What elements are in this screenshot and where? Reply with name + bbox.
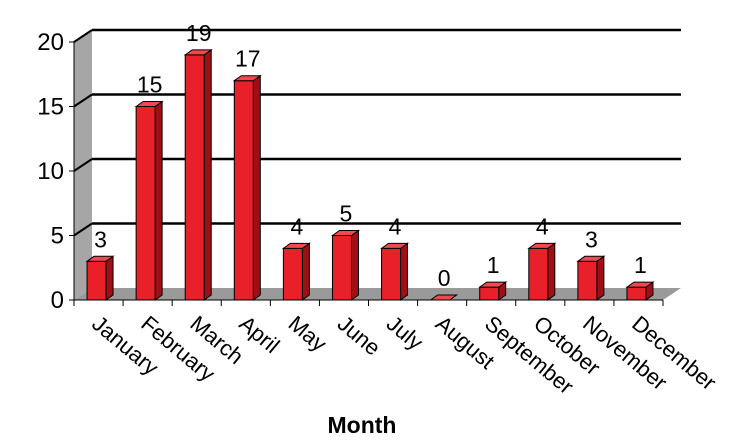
bar-side (252, 74, 261, 301)
bar-top (527, 242, 557, 249)
bars (85, 48, 655, 301)
gridline-depth (73, 158, 93, 172)
bar (183, 48, 213, 301)
bar-top (478, 281, 508, 288)
gridline-depth (73, 222, 93, 237)
data-label: 0 (438, 265, 451, 291)
bar-top (183, 49, 213, 56)
gridline-depth (73, 93, 93, 108)
data-label: 4 (536, 213, 549, 239)
bar (281, 242, 311, 301)
bar-top (429, 294, 459, 301)
data-labels: 3 15 19 17 4 5 4 0 1 4 3 1 (94, 20, 647, 291)
bar-top (232, 75, 262, 82)
y-axis-ticks: 0 5 10 15 20 (37, 29, 74, 314)
x-axis-title: Month (328, 412, 397, 438)
bar-front (479, 286, 500, 301)
bar-front (331, 235, 352, 301)
bar (330, 229, 361, 301)
bar-front (282, 247, 303, 301)
bar (429, 294, 459, 301)
bar-side (547, 242, 556, 301)
data-label: 3 (585, 226, 598, 252)
bar-front (626, 286, 647, 301)
bar-side (105, 255, 114, 301)
y-tick-label: 0 (51, 287, 64, 314)
bar-side (350, 229, 359, 301)
bar (85, 255, 115, 301)
bar-top (134, 101, 164, 107)
bar (576, 255, 606, 301)
bar-top (576, 255, 606, 262)
bar-side (400, 242, 409, 301)
data-label: 4 (290, 213, 303, 239)
y-tick-label: 10 (37, 158, 64, 185)
data-label: 15 (137, 72, 163, 98)
x-tick-label: July (382, 311, 428, 355)
gridlines (73, 28, 681, 237)
bar (527, 242, 557, 301)
bar-front (577, 260, 598, 301)
data-label: 5 (340, 201, 353, 227)
bar-top (625, 281, 655, 288)
gridline-depth (73, 29, 93, 43)
bar (134, 100, 164, 301)
bar-top (85, 255, 115, 262)
bar-side (203, 48, 212, 301)
bar (478, 281, 508, 301)
bar-side (301, 242, 310, 301)
data-label: 4 (389, 213, 402, 239)
y-tick-label: 20 (37, 29, 64, 56)
bar-front (381, 247, 402, 301)
data-label: 1 (634, 252, 647, 278)
bar-top (281, 242, 311, 249)
bar-front (86, 260, 107, 301)
y-tick-label: 15 (37, 94, 64, 121)
bar (379, 242, 410, 301)
bar-front (184, 54, 205, 301)
x-tick-label: June (333, 311, 386, 361)
x-tick-label: May (284, 311, 332, 357)
data-label: 17 (235, 46, 261, 72)
data-label: 1 (487, 252, 500, 278)
bar (625, 281, 655, 301)
bar-side (154, 100, 163, 301)
bar-front (528, 247, 549, 301)
bar-top (379, 242, 410, 249)
data-label: 3 (94, 226, 107, 252)
bar (232, 74, 262, 301)
data-label: 19 (186, 20, 212, 46)
bar-front (135, 106, 156, 301)
bar-top (330, 230, 361, 236)
bar-side (596, 255, 605, 301)
bar-front (233, 80, 254, 301)
y-tick-label: 5 (51, 223, 64, 250)
